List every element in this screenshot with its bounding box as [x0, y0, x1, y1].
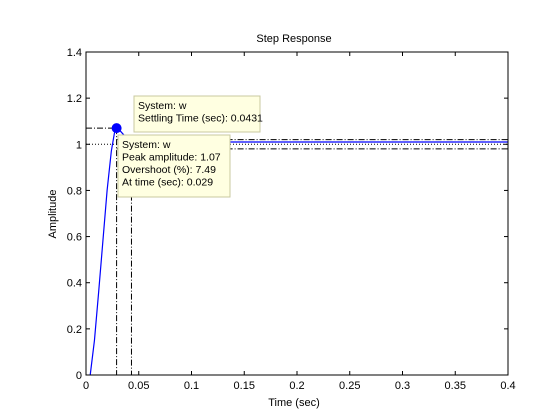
y-tick-label: 1.2 [67, 93, 82, 105]
reference-lines [86, 127, 508, 375]
x-tick-label: 0.4 [500, 380, 515, 392]
x-tick-label: 0.2 [289, 380, 304, 392]
y-tick-label: 0.2 [67, 324, 82, 336]
x-tick-label: 0.1 [184, 380, 199, 392]
data-tip-box [117, 134, 231, 198]
x-tick-label: 0.05 [128, 380, 149, 392]
x-axis-label: Time (sec) [268, 397, 320, 409]
y-axis-ticks: 0 0.2 0.4 0.6 0.8 1 1.2 1.4 [67, 47, 508, 382]
y-tick-label: 1.4 [67, 47, 82, 59]
y-tick-label: 1 [76, 139, 82, 151]
peak-marker[interactable] [111, 123, 122, 134]
data-tip-line: System: w [138, 100, 187, 112]
x-tick-label: 0 [83, 380, 89, 392]
y-tick-label: 0.8 [67, 185, 82, 197]
y-axis-label: Amplitude [47, 190, 59, 239]
x-tick-label: 0.25 [339, 380, 360, 392]
data-tip-line: At time (sec): 0.029 [122, 177, 213, 189]
chart-title: Step Response [256, 33, 331, 45]
x-tick-label: 0.3 [395, 380, 410, 392]
data-tip-line: Settling Time (sec): 0.0431 [138, 113, 263, 125]
marker-layer [111, 123, 122, 134]
y-tick-label: 0.4 [67, 278, 82, 290]
y-tick-label: 0.6 [67, 232, 82, 244]
y-tick-label: 0 [76, 370, 82, 382]
data-tip-line: System: w [122, 139, 171, 151]
x-tick-label: 0.15 [234, 380, 255, 392]
data-tip-box [133, 95, 261, 133]
data-tip-line: Overshoot (%): 7.49 [122, 164, 216, 176]
x-tick-label: 0.35 [445, 380, 466, 392]
data-tip-line: Peak amplitude: 1.07 [122, 152, 221, 164]
x-axis-ticks: 0 0.05 0.1 0.15 0.2 0.25 0.3 0.35 0.4 [83, 52, 516, 392]
